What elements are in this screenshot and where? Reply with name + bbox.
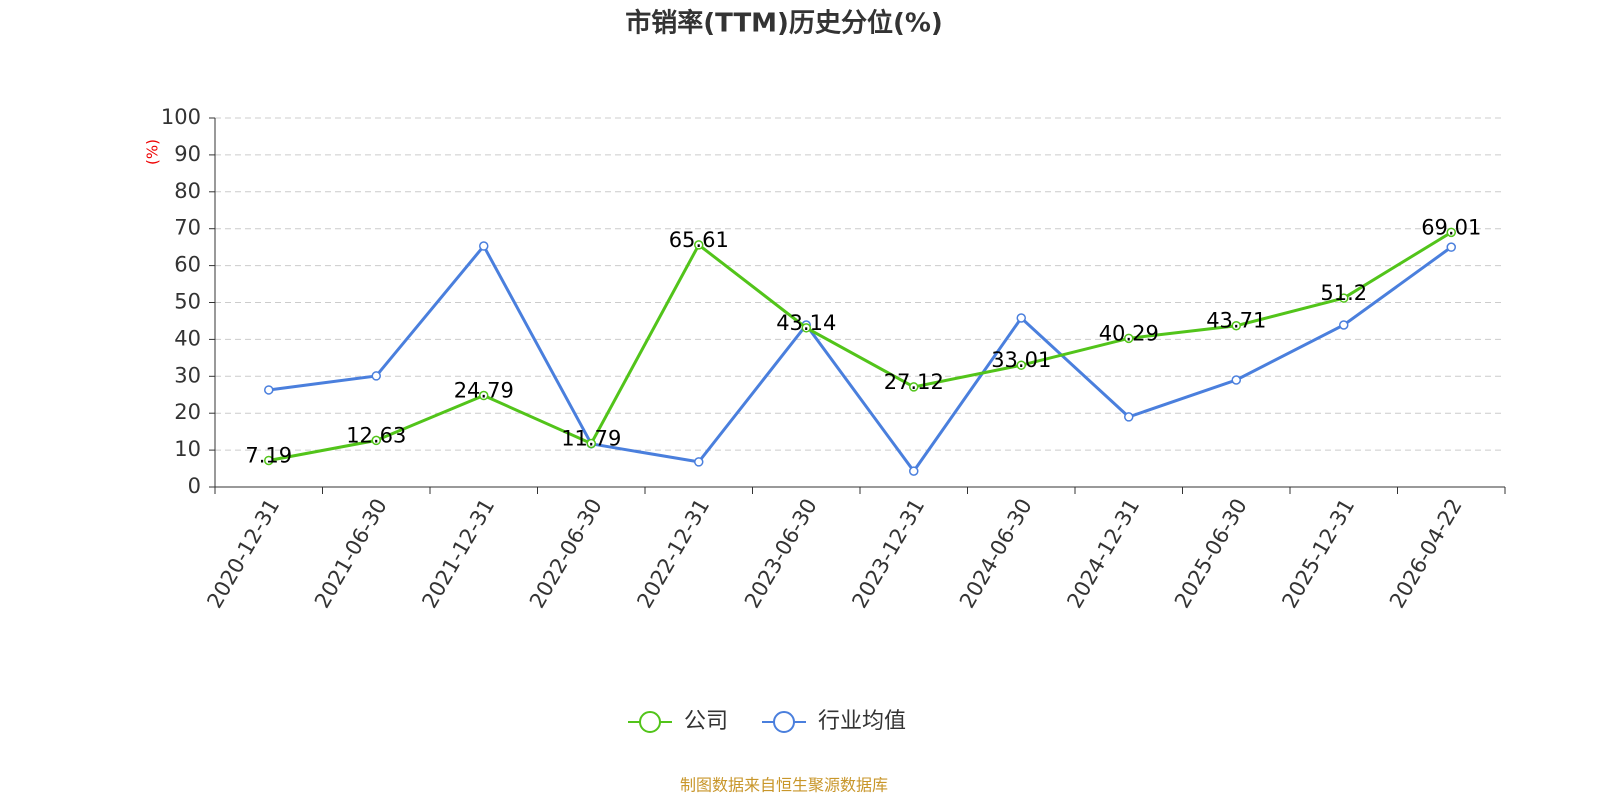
x-tick-label: 2023-12-31 [847,495,929,613]
data-label: 69.01 [1421,215,1481,239]
data-label: 12.63 [346,423,406,447]
x-tick-label: 2021-06-30 [310,495,392,613]
legend-label: 公司 [684,709,728,734]
data-label: 43.71 [1206,309,1266,333]
data-point [479,390,489,401]
data-point [371,435,381,446]
x-tick-label: 2022-12-31 [632,495,714,613]
y-tick-label: 40 [174,326,201,350]
data-point [1016,313,1026,323]
data-label: 11.79 [561,426,621,450]
data-point [1446,227,1456,238]
data-point [1446,242,1456,252]
data-label: 40.29 [1099,321,1159,345]
source-note: 制图数据来自恒生聚源数据库 [680,776,888,795]
data-point [586,438,596,449]
data-label: 33.01 [991,348,1051,372]
data-point [1124,412,1134,422]
data-point [1339,293,1349,303]
data-point [1231,320,1241,331]
x-tick-label: 2025-12-31 [1277,495,1359,613]
y-tick-label: 80 [174,179,201,203]
data-point [371,371,381,381]
data-label: 43.14 [776,311,836,335]
y-tick-label: 50 [174,290,201,314]
x-tick-label: 2022-06-30 [525,495,607,613]
x-tick-label: 2025-06-30 [1170,495,1252,613]
series-line [268,243,1453,474]
data-point [694,240,704,250]
data-point [909,466,919,476]
data-point [264,385,274,395]
x-tick-label: 2021-12-31 [417,495,499,613]
x-tick-label: 2020-12-31 [202,495,284,613]
y-tick-label: 10 [174,437,201,461]
x-tick-label: 2024-06-30 [955,495,1037,613]
y-tick-label: 70 [174,216,201,240]
y-tick-label: 90 [174,142,201,166]
data-point [694,457,704,467]
y-tick-label: 20 [174,400,201,424]
x-tick-label: 2024-12-31 [1062,495,1144,613]
legend-marker [639,711,661,733]
x-tick-label: 2023-06-30 [740,495,822,613]
y-axis-label: (%) [144,139,162,165]
legend-marker [773,711,795,733]
data-label: 27.12 [884,370,944,394]
series-line [268,231,1453,462]
data-point [1016,360,1026,370]
y-tick-label: 100 [161,105,201,129]
data-point [264,455,274,466]
data-point [801,323,811,333]
chart-title: 市销率(TTM)历史分位(%) [625,8,943,39]
data-point [909,382,919,392]
data-label: 7.19 [245,443,292,467]
y-tick-label: 30 [174,363,201,387]
data-point [479,241,489,251]
data-point [1124,333,1134,344]
data-label: 24.79 [454,379,514,403]
data-label: 65.61 [669,228,729,252]
y-tick-label: 60 [174,253,201,277]
data-label: 51.2 [1320,281,1367,305]
data-point [1231,375,1241,385]
data-point [1339,320,1349,330]
x-tick-label: 2026-04-22 [1385,495,1467,613]
y-tick-label: 0 [188,474,201,498]
legend-label: 行业均值 [818,709,906,734]
